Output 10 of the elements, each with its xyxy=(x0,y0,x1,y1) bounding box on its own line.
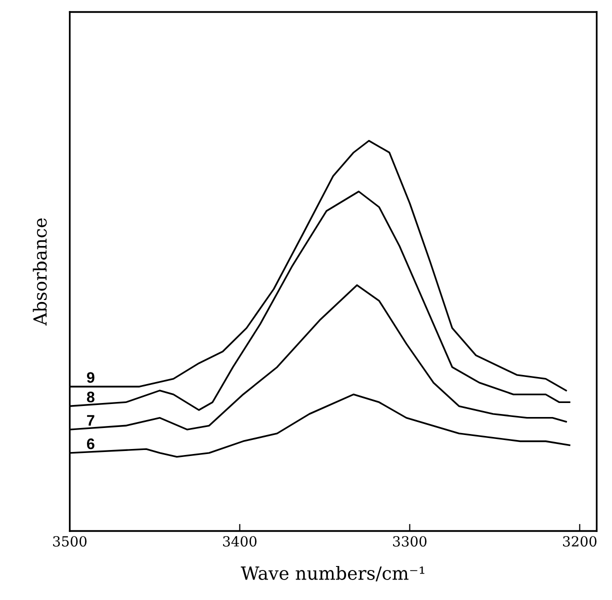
series-label: 6 xyxy=(86,438,94,450)
series-label: 8 xyxy=(86,392,94,402)
x-tick-label: 3400 xyxy=(223,536,256,547)
series-label: 9 xyxy=(86,372,94,383)
x-axis-title: Wave numbers/cm⁻¹ xyxy=(240,566,424,582)
x-tick-label: 3300 xyxy=(393,536,426,547)
x-tick-label: 3200 xyxy=(563,536,596,547)
x-tick-label: 3500 xyxy=(53,536,87,547)
y-axis-title: Absorbance xyxy=(32,218,47,326)
series-label: 7 xyxy=(87,415,94,426)
